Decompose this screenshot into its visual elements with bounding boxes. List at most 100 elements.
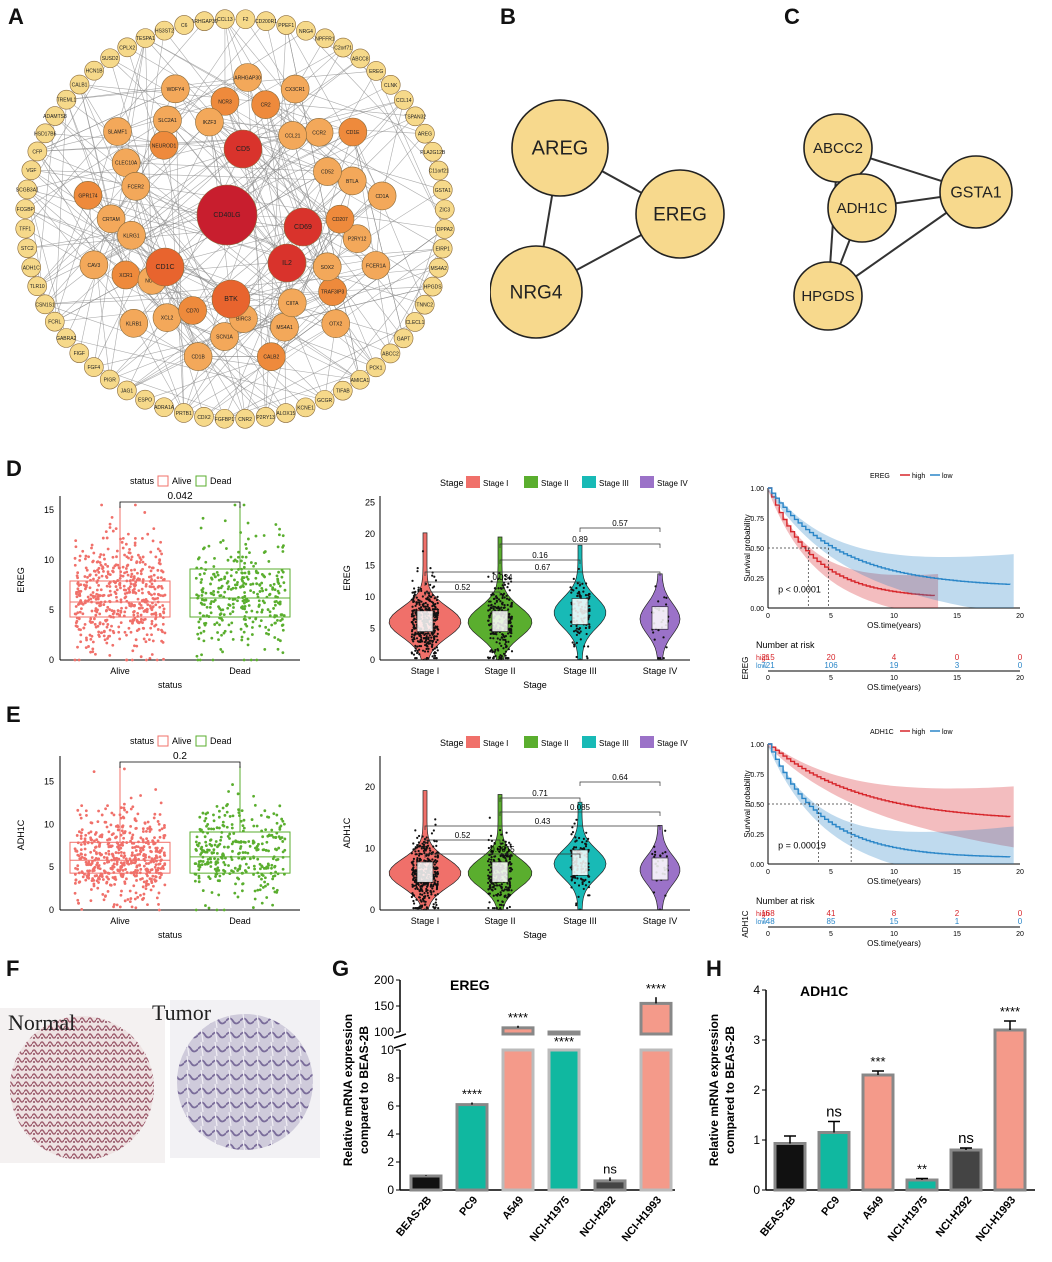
x-tick-label: BEAS-2B xyxy=(758,1194,798,1239)
data-point xyxy=(421,835,424,838)
data-point xyxy=(135,629,139,633)
data-point xyxy=(138,863,141,867)
data-point xyxy=(421,890,424,893)
data-point xyxy=(138,556,142,559)
data-point xyxy=(436,870,439,874)
data-point xyxy=(219,586,223,590)
network-edge xyxy=(242,148,391,354)
data-point xyxy=(157,561,161,565)
data-point xyxy=(498,850,501,853)
bar xyxy=(639,1048,673,1192)
network-edge xyxy=(183,323,336,414)
data-point xyxy=(502,839,505,842)
data-point xyxy=(411,605,414,608)
data-point xyxy=(274,835,278,839)
x-tick-label: Stage II xyxy=(484,666,515,676)
data-point xyxy=(242,818,246,822)
network-node xyxy=(380,75,401,95)
legend-label: low xyxy=(942,473,953,480)
data-point xyxy=(430,893,433,896)
data-point xyxy=(77,658,81,662)
data-point xyxy=(158,862,162,866)
network-edge xyxy=(79,84,112,219)
network-node xyxy=(366,357,386,378)
network-edge xyxy=(175,70,377,90)
data-point xyxy=(75,849,79,853)
x-tick-label: Stage IV xyxy=(643,666,678,676)
data-point xyxy=(412,877,415,880)
data-point xyxy=(498,572,501,575)
network-edge xyxy=(27,189,166,268)
data-point xyxy=(422,843,426,846)
network-node-label: CD5 xyxy=(236,146,250,153)
data-point xyxy=(149,585,153,589)
data-point xyxy=(105,825,109,829)
data-point xyxy=(570,875,573,878)
data-point xyxy=(151,596,155,600)
network-node-label: TREML1 xyxy=(57,98,77,104)
network-node-label: GSTA1 xyxy=(950,184,1001,201)
y-tick-label: 6 xyxy=(387,1099,394,1113)
data-point xyxy=(201,811,205,815)
network-node-label: CCL21 xyxy=(285,133,301,139)
data-point xyxy=(437,628,440,631)
data-point xyxy=(231,814,235,818)
data-point xyxy=(488,892,491,895)
data-point xyxy=(427,636,430,639)
data-point xyxy=(416,844,419,847)
data-point xyxy=(429,890,432,893)
data-point xyxy=(108,608,111,611)
data-point xyxy=(101,536,105,540)
data-point xyxy=(229,574,233,578)
data-point xyxy=(156,547,160,551)
data-point xyxy=(432,845,435,848)
network-node-label: GABRA2 xyxy=(56,336,77,342)
data-point xyxy=(492,657,495,660)
data-point xyxy=(143,821,147,825)
data-point xyxy=(249,658,253,662)
data-point xyxy=(127,601,131,605)
data-point xyxy=(418,599,421,602)
data-point xyxy=(148,604,152,608)
data-point xyxy=(432,839,436,842)
data-point xyxy=(487,874,490,877)
data-point xyxy=(569,866,572,869)
data-point xyxy=(197,637,201,641)
risk-low-value: 1 xyxy=(955,917,960,926)
network-node-label: TSPAN32 xyxy=(404,114,426,120)
data-point xyxy=(412,618,415,622)
data-point xyxy=(504,640,508,644)
data-point xyxy=(498,607,501,611)
data-point xyxy=(276,618,279,622)
data-point xyxy=(436,614,439,617)
network-node-label: CIITA xyxy=(286,301,299,307)
data-point xyxy=(121,868,125,872)
data-point xyxy=(231,637,235,641)
data-point xyxy=(507,648,510,651)
data-point xyxy=(131,805,135,809)
data-point xyxy=(146,827,150,830)
data-point xyxy=(275,848,278,852)
data-point xyxy=(259,867,262,871)
y-tick-label: 0.25 xyxy=(750,576,764,583)
risk-low-value: 0 xyxy=(1018,917,1023,926)
data-point xyxy=(260,581,264,585)
data-point xyxy=(412,596,415,599)
data-point xyxy=(245,600,248,603)
data-point xyxy=(275,813,279,817)
data-point xyxy=(242,503,246,507)
data-point xyxy=(412,902,416,905)
box xyxy=(416,610,434,632)
network-node-label: ARHGAP30 xyxy=(234,76,261,82)
data-point xyxy=(231,840,235,844)
data-point xyxy=(154,879,158,883)
network-edge xyxy=(192,99,404,311)
risk-high-label: high xyxy=(756,911,769,918)
data-point xyxy=(151,539,155,543)
data-point xyxy=(88,586,92,590)
data-point xyxy=(575,641,578,644)
network-node-label: CX3CR1 xyxy=(285,87,305,93)
data-point xyxy=(92,869,96,872)
data-point xyxy=(88,573,92,577)
data-point xyxy=(130,851,134,855)
